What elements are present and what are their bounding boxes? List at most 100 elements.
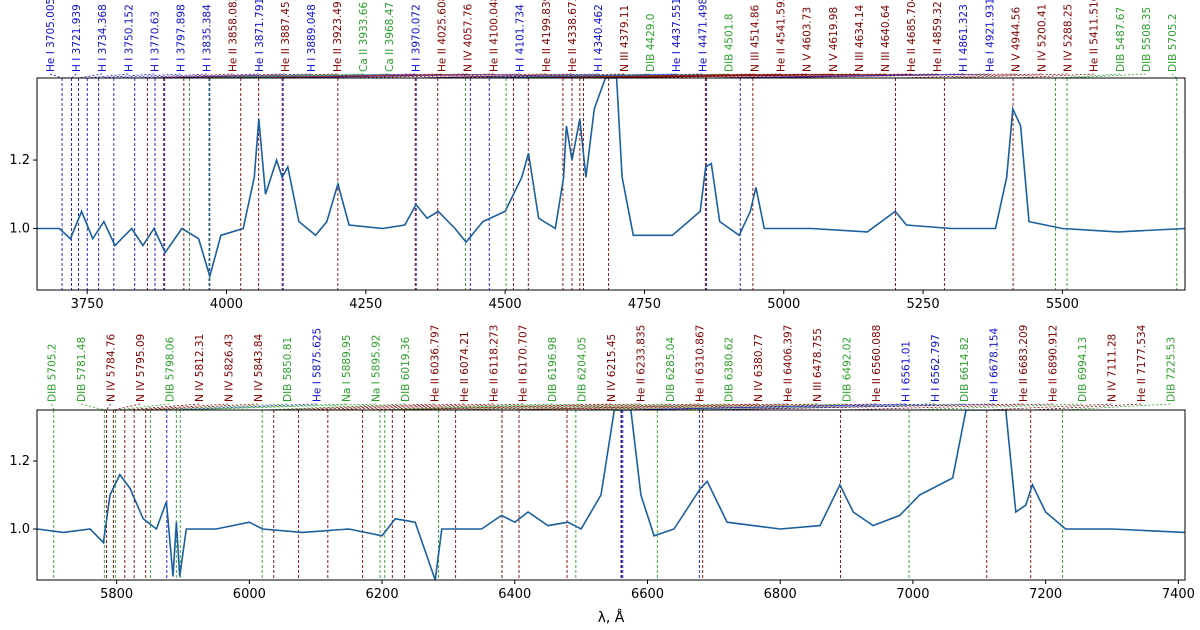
line-connector [1171,73,1178,79]
line-label: DIB 4501.8 [723,14,735,72]
line-connector [98,73,155,79]
x-tick-label: 7400 [1162,587,1195,602]
line-label: He I 5875.625 [312,328,324,402]
line-label: N IV 6380.77 [753,334,765,402]
x-tick-label: 6200 [366,587,399,602]
line-label: He II 4100.048 [489,0,501,72]
line-label: He II 3923.49 [332,1,344,72]
line-label: Na I 5895.92 [371,335,383,402]
x-tick-label: 7200 [1029,587,1062,602]
line-connector [337,73,546,79]
line-label: DIB 6204.05 [577,337,589,402]
line-connector [362,403,523,411]
line-label: He II 4199.839 [541,0,553,72]
line-label: DIB 6492.02 [841,337,853,402]
x-tick-label: 5250 [907,297,940,312]
line-connector [327,403,494,411]
line-connector [575,403,847,411]
line-connector [608,73,912,79]
line-connector [705,73,938,79]
line-connector [51,403,55,411]
line-label: He I 4437.551 [671,0,683,72]
x-tick-label: 6000 [233,587,266,602]
line-label: He II 4859.32 [932,1,944,72]
line-label: H I 4340.462 [593,4,605,72]
line-connector [657,403,965,411]
line-label: N V 4944.56 [1010,7,1022,72]
line-connector [106,403,111,411]
line-connector [240,73,442,79]
line-label: He II 4025.608 [436,0,448,72]
line-label: He I 4471.498 [697,0,709,72]
line-label: N III 4514.86 [750,4,762,72]
x-tick-label: 6800 [764,587,797,602]
line-label: N V 4619.98 [828,7,840,72]
line-label: N III 6478.755 [812,328,824,402]
line-label: N IV 5843.84 [253,333,265,402]
plot-area [37,410,1185,580]
line-label: N III 4640.64 [880,4,892,72]
x-tick-label: 4250 [349,297,382,312]
line-label: H I 4101.734 [515,4,527,72]
line-connector [622,403,935,411]
line-label: He II 5411.516 [1089,0,1101,72]
line-label: N IV 4057.76 [463,3,475,72]
line-label: DIB 6614.82 [959,337,971,402]
line-label: H I 3797.898 [176,4,188,72]
y-tick-label: 1.2 [9,153,30,168]
line-label: He II 6560.088 [871,325,883,402]
line-label: He I 6678.154 [989,327,1001,402]
line-connector [115,403,170,411]
line-label: Ca II 3968.47 [384,2,396,72]
line-connector [183,73,338,79]
spectrum-line [37,78,1185,280]
line-label: N IV 5200.41 [1037,4,1049,72]
line-connector [113,73,181,79]
plot-area [37,78,1185,280]
y-tick-label: 1.0 [9,522,30,537]
line-connector [455,403,700,411]
line-connector [150,403,288,411]
x-tick-label: 7000 [896,587,929,602]
line-label: H I 3734.368 [97,4,109,72]
line-connector [145,403,258,411]
line-label: DIB 6019.36 [400,337,412,402]
line-connector [166,403,317,411]
line-connector [298,403,464,411]
x-tick-label: 5800 [100,587,133,602]
line-label: N IV 5812.31 [194,334,206,402]
line-connector [519,403,788,411]
line-connector [702,403,1024,411]
line-connector [740,73,990,79]
line-connector [895,73,1042,79]
line-connector [189,73,364,79]
line-label: N IV 7111.28 [1106,334,1118,402]
line-label: He II 6036.797 [429,325,441,402]
line-connector [163,73,285,79]
line-connector [176,403,347,411]
line-connector [273,403,435,411]
axes-frame [36,77,1186,291]
line-connector [986,403,1112,411]
line-label: N IV 5795.09 [135,334,147,402]
line-label: H I 3835.384 [202,4,214,72]
line-label: He II 6118.273 [488,325,500,402]
line-label: H I 3770.63 [149,11,161,72]
line-connector [71,73,77,79]
line-connector [840,403,1053,411]
line-label: He II 6233.835 [635,325,647,402]
line-label: He II 6406.397 [783,325,795,402]
x-tick-label: 4000 [210,297,243,312]
line-connector [1062,403,1171,411]
x-tick-label: 6600 [631,587,664,602]
line-connector [180,403,376,411]
line-label: N IV 5288.25 [1063,4,1075,72]
line-connector [506,73,729,79]
line-connector [944,73,1068,79]
line-label: Na I 5889.95 [341,335,353,402]
line-connector [113,403,141,411]
line-label: N III 4634.14 [854,4,866,72]
line-label: H I 3970.072 [410,4,422,72]
x-tick-label: 5000 [767,297,800,312]
line-label: N IV 5784.76 [106,333,118,402]
